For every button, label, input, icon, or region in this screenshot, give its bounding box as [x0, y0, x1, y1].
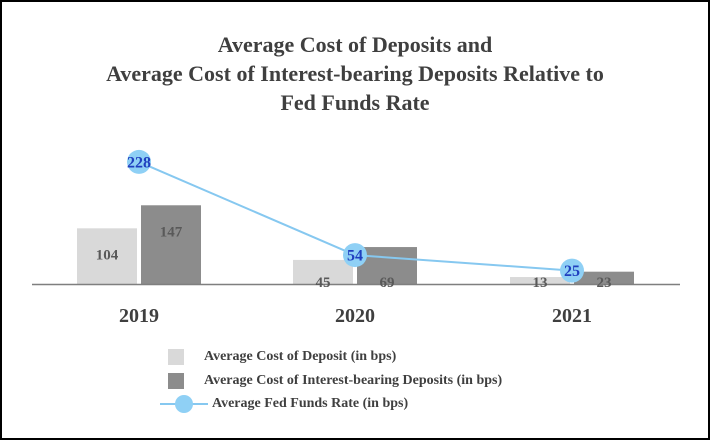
bar-label-interest-bearing-2019: 147 [160, 224, 183, 240]
bar-interest-bearing-2020 [357, 247, 417, 284]
bar-interest-bearing-2021 [574, 271, 634, 284]
fed-funds-label-2020: 54 [347, 248, 363, 265]
chart-title-line-1: Average Cost of Deposits and [217, 32, 493, 57]
bar-label-interest-bearing-2021: 23 [597, 275, 612, 291]
bar-interest-bearing-2019 [141, 205, 201, 284]
bar-label-deposit-2021: 13 [533, 275, 548, 291]
legend-line-fed-funds [160, 394, 208, 414]
x-tick-label-2019: 2019 [119, 305, 159, 327]
legend-label-fed-funds: Average Fed Funds Rate (in bps) [212, 396, 409, 411]
x-tick-label-2021: 2021 [552, 305, 592, 327]
fed-funds-label-2021: 25 [564, 263, 580, 280]
fed-funds-label-2019: 228 [127, 154, 151, 171]
bar-label-deposit-2019: 104 [96, 247, 119, 263]
legend-swatch-deposit [168, 349, 184, 365]
bar-deposit-2021 [510, 277, 570, 284]
bar-label-interest-bearing-2020: 69 [380, 275, 395, 291]
chart-title-line-2: Average Cost of Interest-bearing Deposit… [106, 61, 604, 86]
fed-funds-marker-2019 [127, 149, 151, 174]
fed-funds-marker-2021 [560, 258, 584, 283]
legend-item-fed-funds: Average Fed Funds Rate (in bps) [160, 394, 408, 414]
legend-label-deposit: Average Cost of Deposit (in bps) [204, 349, 397, 364]
legend-item-deposit: Average Cost of Deposit (in bps) [160, 347, 396, 367]
chart-title-line-3: Fed Funds Rate [280, 90, 430, 115]
chart-title: Average Cost of Deposits and Average Cos… [0, 30, 710, 117]
legend-label-interest-bearing: Average Cost of Interest-bearing Deposit… [204, 373, 503, 388]
x-tick-label-2020: 2020 [335, 305, 375, 327]
legend-item-interest-bearing: Average Cost of Interest-bearing Deposit… [160, 371, 502, 391]
fed-funds-marker-2020 [343, 243, 367, 268]
legend-swatch-interest-bearing [168, 373, 184, 389]
bar-deposit-2020 [293, 259, 353, 284]
bar-deposit-2019 [77, 228, 137, 284]
bar-label-deposit-2020: 45 [316, 275, 331, 291]
